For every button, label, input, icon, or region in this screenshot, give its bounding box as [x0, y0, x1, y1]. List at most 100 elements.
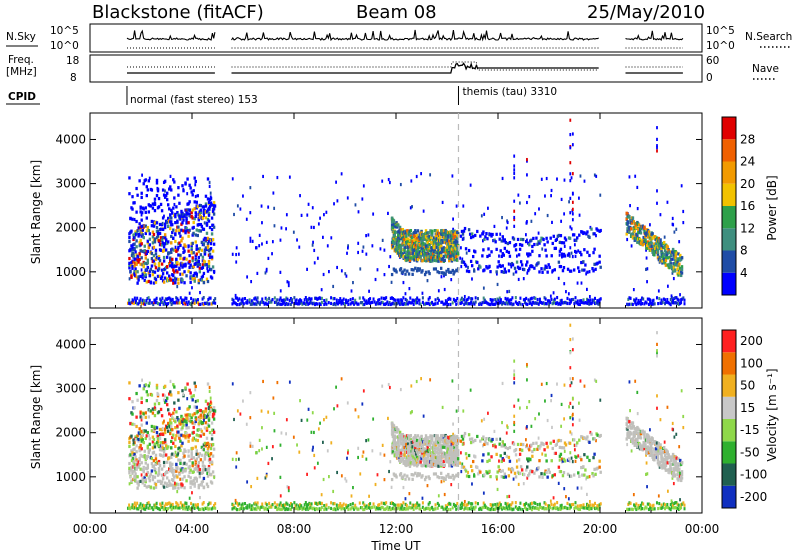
velocity-cell	[246, 506, 249, 510]
velocity-cell	[636, 411, 639, 416]
velocity-cell	[132, 506, 135, 510]
velocity-cell	[295, 503, 298, 507]
power-cell	[237, 298, 240, 302]
power-cell	[545, 265, 548, 270]
velocity-cell	[518, 505, 521, 510]
y-tick-label: 4000	[55, 132, 86, 146]
velocity-cell	[474, 501, 477, 505]
velocity-cell	[275, 505, 278, 509]
power-cell	[643, 242, 646, 246]
power-cell	[442, 246, 446, 250]
velocity-cell	[207, 416, 211, 420]
power-cell	[296, 238, 298, 242]
velocity-cell	[174, 444, 177, 449]
power-cell	[188, 228, 191, 232]
power-cell	[177, 281, 180, 285]
velocity-cell	[467, 501, 470, 505]
velocity-cell	[399, 387, 402, 392]
velocity-cell	[171, 428, 174, 432]
power-cell	[233, 301, 236, 305]
velocity-cell	[646, 485, 648, 489]
velocity-cell	[254, 501, 257, 505]
velocity-cell	[552, 503, 555, 507]
velocity-cell	[466, 507, 469, 511]
velocity-cell	[159, 507, 162, 512]
velocity-cell	[199, 409, 203, 413]
power-cell	[311, 206, 314, 210]
power-cell	[449, 270, 453, 274]
power-cell	[641, 225, 644, 229]
velocity-cell	[340, 474, 343, 478]
power-cell	[275, 300, 278, 304]
power-cell	[680, 298, 683, 302]
power-cell	[176, 219, 179, 223]
power-cell	[675, 227, 678, 231]
velocity-cell	[182, 434, 185, 438]
power-cell	[652, 298, 655, 302]
power-cell	[159, 248, 163, 252]
velocity-cell	[169, 431, 172, 436]
power-cell	[497, 260, 500, 264]
power-cell	[455, 302, 458, 306]
power-cell	[364, 300, 367, 304]
velocity-cell	[163, 400, 167, 404]
velocity-cell	[471, 482, 473, 486]
power-cell	[365, 234, 368, 238]
power-cell	[159, 297, 162, 301]
power-cell	[205, 223, 209, 227]
power-cell	[416, 229, 420, 233]
velocity-cell	[147, 433, 151, 438]
power-cell	[527, 298, 530, 302]
velocity-cell	[186, 413, 189, 417]
velocity-cell	[565, 506, 568, 510]
velocity-cell	[163, 427, 167, 431]
power-cell	[645, 301, 648, 305]
velocity-cell	[161, 432, 165, 437]
power-cell	[486, 237, 489, 241]
power-cell	[193, 207, 196, 211]
power-cell	[195, 272, 198, 276]
velocity-cell	[169, 505, 172, 509]
velocity-cell	[409, 506, 412, 510]
velocity-cell	[325, 415, 328, 419]
velocity-cell	[271, 445, 274, 449]
power-cell	[448, 239, 451, 243]
power-cell	[185, 226, 188, 230]
power-cell	[537, 261, 540, 265]
velocity-cell	[587, 506, 590, 511]
velocity-cell	[161, 421, 165, 425]
power-cell	[163, 226, 167, 230]
power-cell	[209, 247, 213, 251]
velocity-cell	[235, 465, 238, 469]
power-cell	[152, 245, 156, 249]
velocity-cell	[163, 431, 167, 435]
velocity-cell	[528, 400, 531, 404]
power-cell	[131, 246, 134, 250]
power-cell	[544, 301, 547, 306]
power-cell	[156, 229, 160, 233]
power-cell	[558, 240, 562, 244]
power-cell	[324, 301, 327, 305]
power-cell	[518, 247, 522, 251]
power-cell	[635, 226, 638, 230]
velocity-cell	[197, 460, 201, 465]
power-cell	[518, 243, 522, 247]
velocity-cell	[151, 478, 155, 482]
velocity-cell	[377, 507, 380, 511]
power-cell	[386, 300, 389, 304]
power-cell	[145, 185, 148, 189]
velocity-cell	[136, 434, 139, 438]
power-cell	[381, 238, 384, 242]
velocity-cell	[142, 387, 145, 391]
power-cell	[208, 296, 211, 300]
velocity-cell	[182, 392, 185, 397]
power-cell	[391, 239, 395, 243]
velocity-cell	[202, 416, 206, 421]
power-cell	[130, 300, 133, 305]
power-cell	[503, 238, 507, 242]
power-cell	[462, 229, 466, 233]
power-cell	[568, 298, 571, 302]
power-cell	[444, 302, 447, 306]
velocity-cell	[300, 504, 303, 508]
power-cell	[488, 264, 491, 268]
